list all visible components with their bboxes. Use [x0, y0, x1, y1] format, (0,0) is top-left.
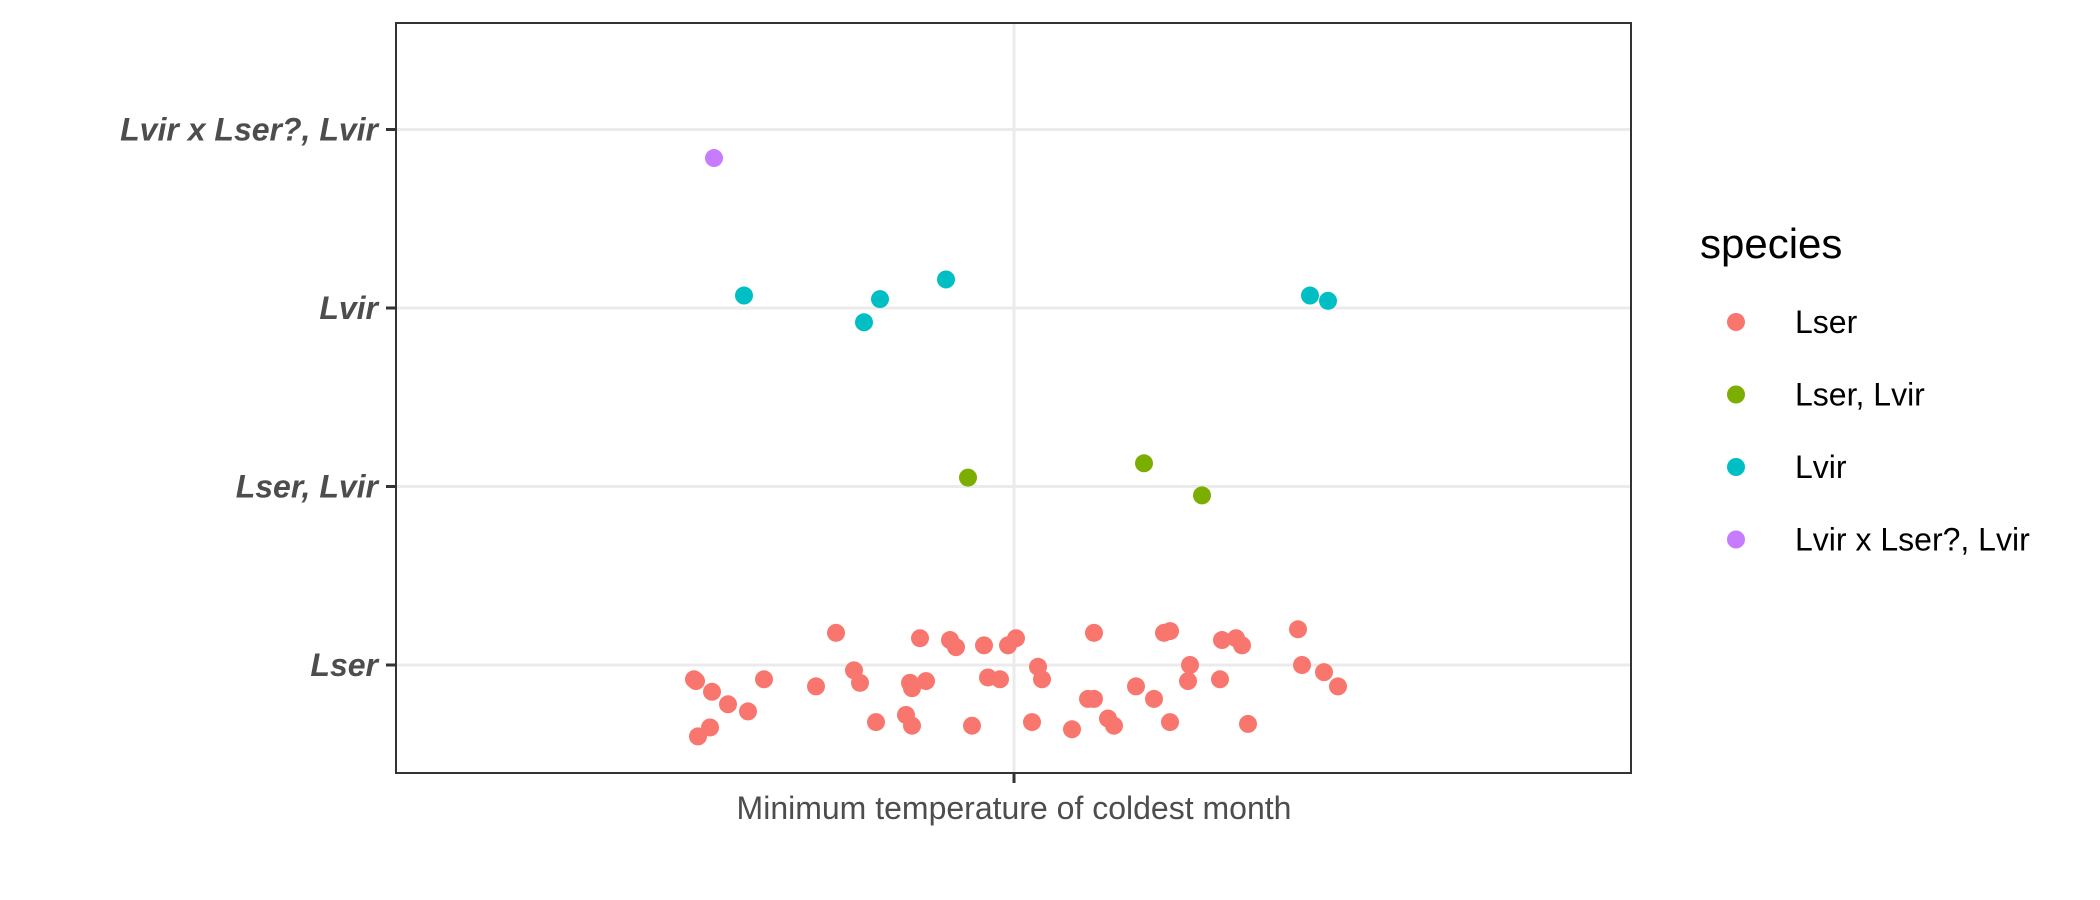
data-point: [1193, 486, 1211, 505]
data-point: [911, 629, 929, 648]
data-point: [1239, 714, 1257, 733]
y-tick-label: Lser: [310, 647, 379, 683]
data-point: [739, 702, 757, 721]
data-point: [719, 695, 737, 714]
data-point: [1315, 663, 1333, 682]
data-point: [755, 670, 773, 689]
data-point: [871, 290, 889, 309]
data-point: [1289, 620, 1307, 639]
data-point: [851, 673, 869, 692]
data-point: [991, 670, 1009, 689]
legend-key: [1727, 458, 1745, 476]
legend-key: [1727, 385, 1745, 404]
data-point: [903, 679, 921, 698]
data-point: [1301, 286, 1319, 305]
data-point: [687, 672, 705, 691]
data-point: [1063, 720, 1081, 739]
data-point: [1023, 713, 1041, 732]
data-point: [947, 638, 965, 657]
data-points: [685, 149, 1347, 746]
axes: Lser Lser, Lvir Lvir Lvir x Lser?, Lvir Mini…: [120, 112, 1291, 827]
data-point: [963, 716, 981, 735]
data-point: [903, 716, 921, 735]
data-point: [867, 713, 885, 732]
data-point: [975, 636, 993, 655]
data-point: [1161, 713, 1179, 732]
data-point: [1007, 629, 1025, 648]
legend-key: [1727, 530, 1745, 549]
y-tick-label: Lvir: [319, 290, 379, 326]
y-tick-label: Lser, Lvir: [236, 469, 380, 505]
legend-title: species: [1700, 220, 1842, 267]
data-point: [701, 718, 719, 737]
data-point: [1293, 656, 1311, 674]
data-point: [1233, 636, 1251, 655]
data-point: [735, 286, 753, 305]
data-point: [1127, 677, 1145, 696]
data-point: [1145, 689, 1163, 708]
legend-label: Lvir x Lser?, Lvir: [1795, 522, 2030, 558]
legend-label: Lvir: [1795, 449, 1847, 485]
data-point: [917, 672, 935, 691]
data-point: [1085, 623, 1103, 642]
data-point: [1211, 670, 1229, 689]
data-point: [1105, 716, 1123, 735]
data-point: [1213, 631, 1231, 650]
x-tick-label: Minimum temperature of coldest month: [737, 790, 1292, 826]
grid-lines: [396, 23, 1631, 773]
legend: species Lser Lser, Lvir Lvir Lvir x Lser?, L…: [1700, 220, 2030, 558]
data-point: [1179, 672, 1197, 691]
legend-key: [1727, 313, 1745, 331]
data-point: [855, 313, 873, 332]
legend-label: Lser, Lvir: [1795, 377, 1925, 413]
data-point: [1085, 689, 1103, 708]
data-point: [1135, 454, 1153, 473]
data-point: [1329, 677, 1347, 696]
y-tick-label: Lvir x Lser?, Lvir: [120, 112, 379, 148]
data-point: [1033, 670, 1051, 689]
data-point: [959, 468, 977, 487]
data-point: [703, 682, 721, 701]
data-point: [1161, 622, 1179, 641]
data-point: [937, 270, 955, 289]
legend-label: Lser: [1795, 304, 1858, 340]
data-point: [807, 677, 825, 696]
data-point: [1181, 656, 1199, 674]
data-point: [705, 149, 723, 168]
data-point: [827, 623, 845, 642]
data-point: [1319, 291, 1337, 310]
